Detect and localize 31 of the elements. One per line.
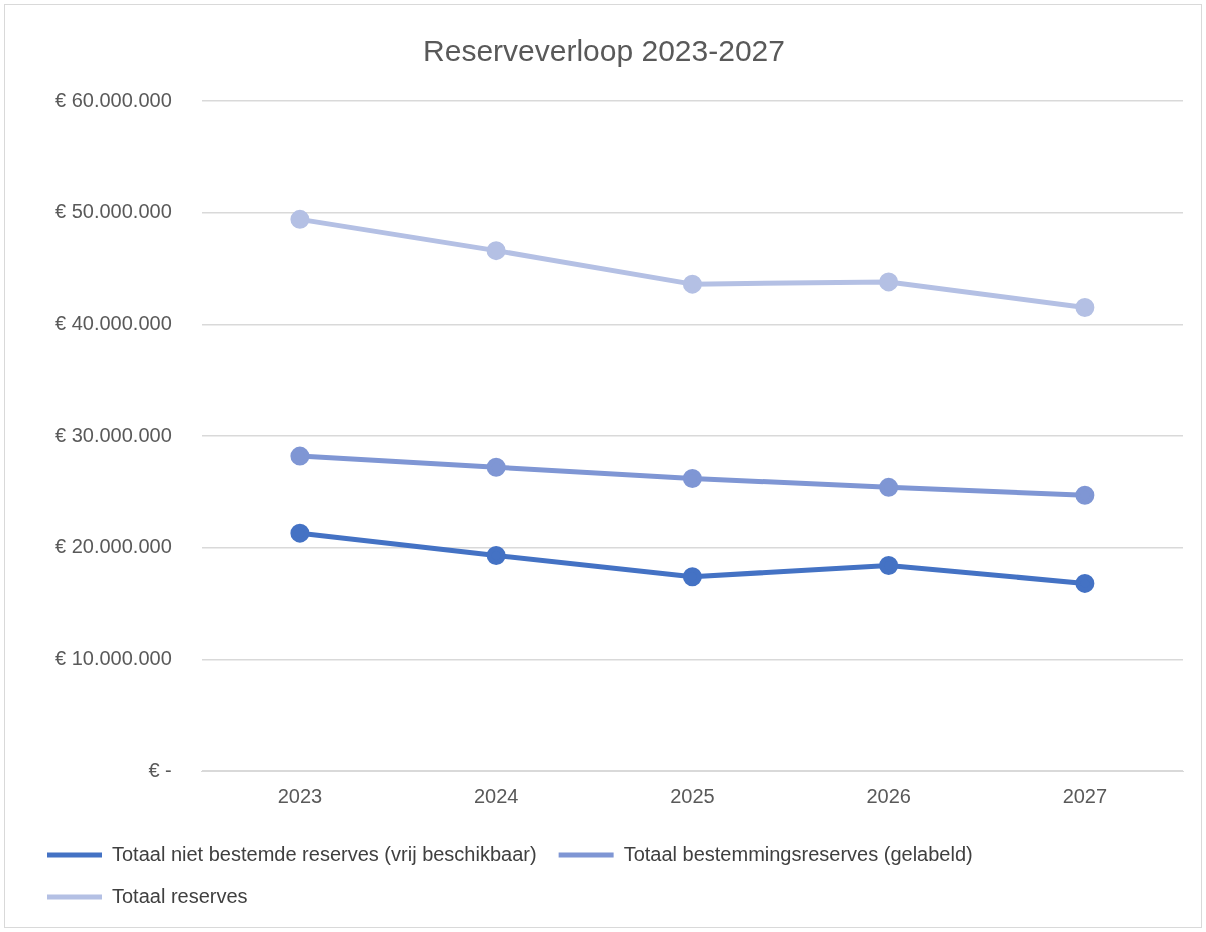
y-tick-label: € 60.000.000 xyxy=(55,88,172,111)
legend-label: Totaal bestemmingsreserves (gelabeld) xyxy=(623,842,973,865)
x-tick-label: 2027 xyxy=(1062,784,1108,807)
point xyxy=(682,274,702,294)
legend-label: Totaal niet bestemde reserves (vrij beschikbaar) xyxy=(112,842,537,865)
point xyxy=(486,241,506,261)
point xyxy=(290,209,310,229)
point xyxy=(1075,485,1095,505)
y-tick-label: € 40.000.000 xyxy=(55,311,172,334)
y-tick-label: € 10.000.000 xyxy=(55,646,172,669)
y-tick-label: € 50.000.000 xyxy=(55,200,172,223)
point xyxy=(1075,298,1095,318)
point xyxy=(486,457,506,477)
point xyxy=(682,567,702,587)
chart-title: Reserveverloop 2023-2027 xyxy=(423,34,785,68)
x-tick-label: 2024 xyxy=(473,784,519,807)
x-tick-label: 2025 xyxy=(670,784,715,807)
x-tick-label: 2026 xyxy=(866,784,911,807)
point xyxy=(290,446,310,466)
point xyxy=(1075,573,1095,593)
point xyxy=(879,272,899,292)
y-tick-label: € - xyxy=(148,758,172,781)
point xyxy=(486,545,506,565)
point xyxy=(682,468,702,488)
point xyxy=(879,556,899,576)
y-tick-label: € 30.000.000 xyxy=(55,423,172,446)
point xyxy=(879,477,899,497)
point xyxy=(290,523,310,543)
y-tick-label: € 20.000.000 xyxy=(55,535,172,558)
x-tick-label: 2023 xyxy=(277,784,323,807)
legend-label: Totaal reserves xyxy=(112,884,248,907)
